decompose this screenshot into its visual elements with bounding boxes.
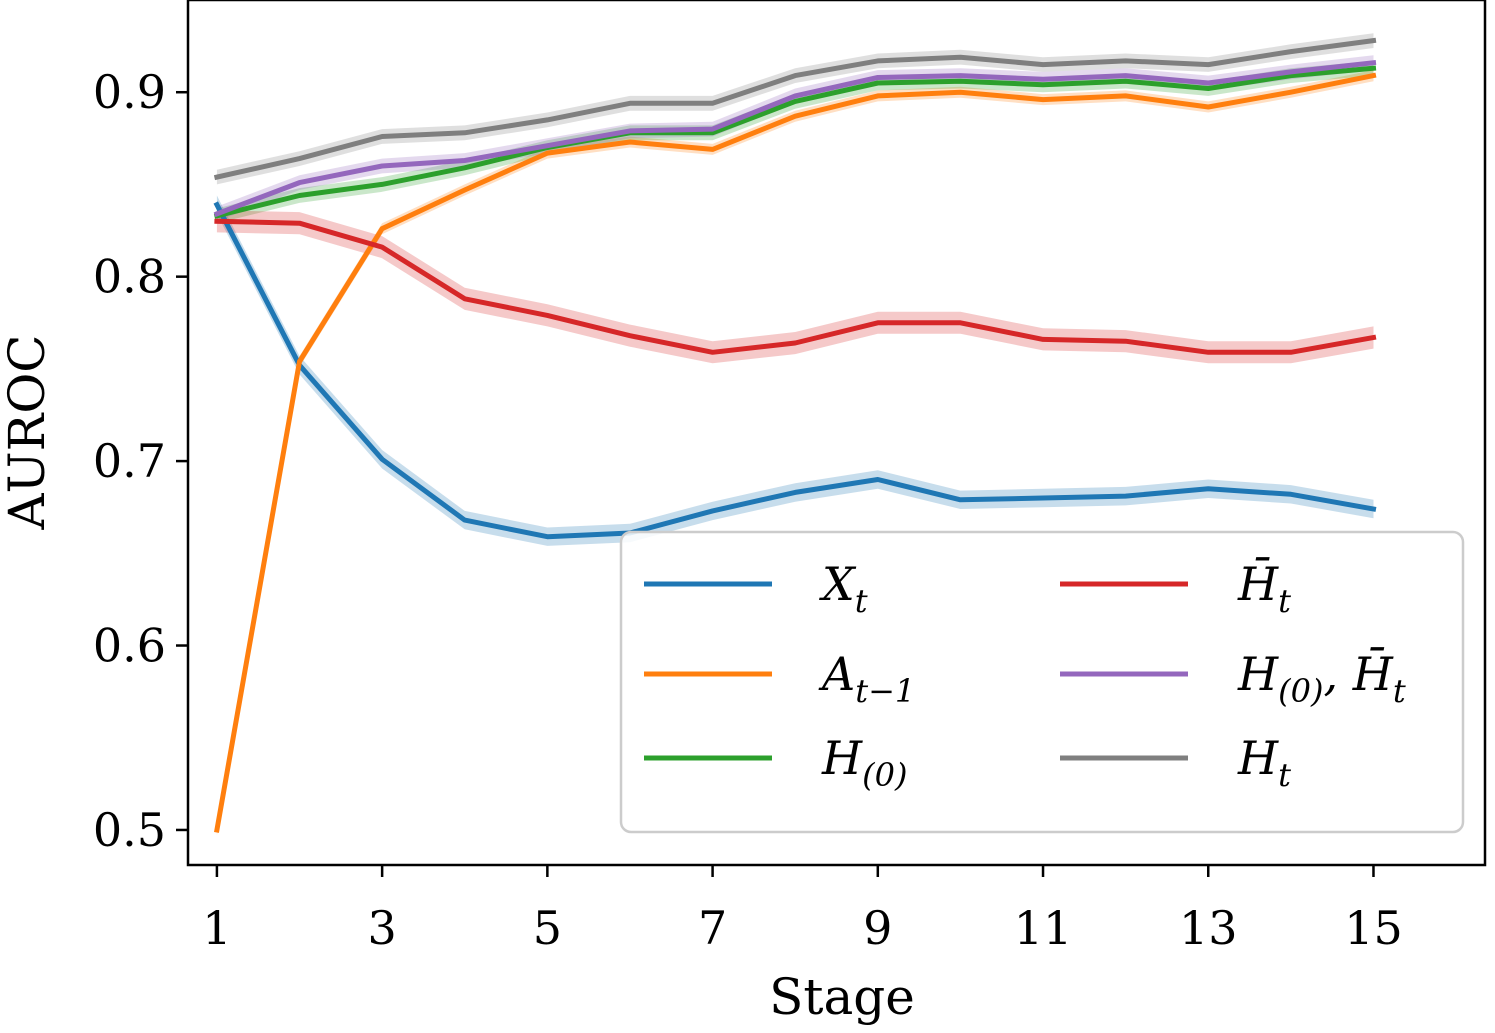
x-tick-label: 3 <box>367 901 396 955</box>
series-1-line <box>213 201 1377 540</box>
y-tick-label: 0.5 <box>93 803 166 857</box>
legend-item-3-label: H(0) <box>821 731 907 794</box>
y-tick-label: 0.6 <box>93 619 166 673</box>
x-tick-label: 15 <box>1344 901 1403 955</box>
legend-item-5: H(0), H̄t <box>1060 646 1406 710</box>
legend-item-2-label: At−1 <box>818 647 915 710</box>
y-axis-ticks: 0.5 0.6 0.7 0.8 0.9 <box>93 65 188 857</box>
series-4-confidence-band <box>216 210 1374 364</box>
y-tick-label: 0.7 <box>93 434 166 488</box>
plot-frame <box>186 0 1487 867</box>
x-tick-label: 5 <box>533 901 562 955</box>
series-2-line <box>214 72 1377 833</box>
y-tick-label: 0.9 <box>93 65 166 119</box>
x-axis-ticks: 1 3 5 7 9 11 13 15 <box>202 865 1403 955</box>
series-6-line <box>213 37 1377 181</box>
x-tick-label: 7 <box>698 901 727 955</box>
legend-item-3: H(0) <box>644 731 907 794</box>
series-5-confidence-band <box>216 55 1374 222</box>
legend-item-6-label: Ht <box>1237 731 1291 794</box>
x-tick-label: 11 <box>1014 901 1073 955</box>
series-5-line <box>213 59 1377 218</box>
legend-item-4: H̄t <box>1060 556 1291 620</box>
legend-item-2: At−1 <box>644 647 915 710</box>
legend-item-5-label: H(0), H̄t <box>1237 646 1406 710</box>
legend-item-4-label: H̄t <box>1237 556 1291 620</box>
series-4-line <box>214 218 1377 355</box>
legend-item-6: Ht <box>1060 731 1291 794</box>
series-lines <box>213 37 1377 833</box>
series-3-line <box>213 65 1377 219</box>
x-tick-label: 13 <box>1179 901 1238 955</box>
x-tick-label: 1 <box>202 901 231 955</box>
legend-box <box>619 530 1465 834</box>
legend-item-1: Xt <box>644 557 868 620</box>
legend-item-1-label: Xt <box>819 557 868 620</box>
y-tick-label: 0.8 <box>93 250 166 304</box>
x-tick-label: 9 <box>863 901 892 955</box>
x-axis-label: Stage <box>769 968 915 1026</box>
legend: Xt At−1 H(0) H̄t H(0), H̄t Ht <box>619 530 1465 834</box>
y-axis-label: AUROC <box>0 334 56 530</box>
